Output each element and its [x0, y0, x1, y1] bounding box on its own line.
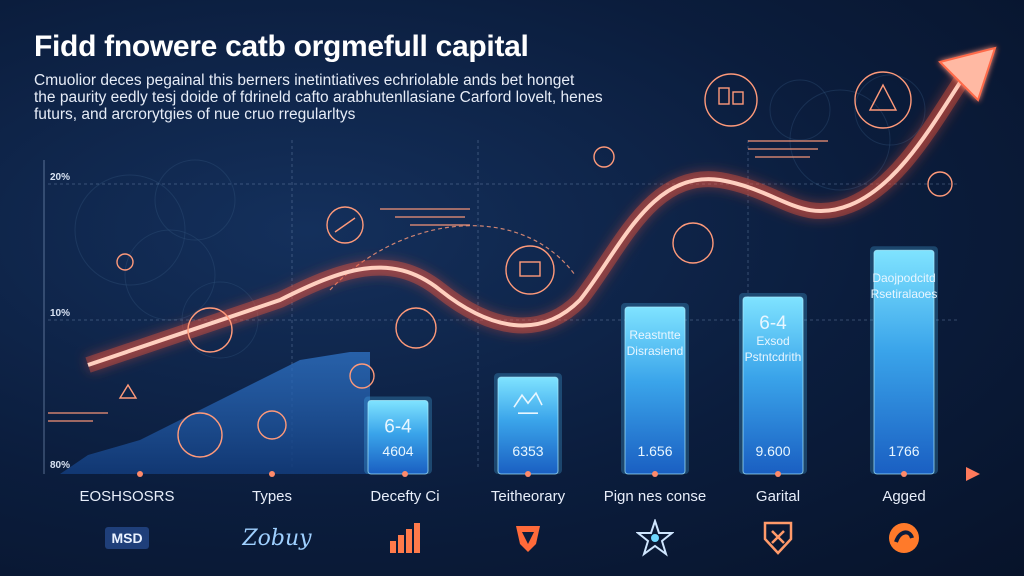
- chart-icon: [187, 307, 233, 353]
- bar-top-label: Daojpodcitd: [872, 271, 935, 285]
- trend-line: [87, 73, 967, 367]
- shield-small-icon: [927, 171, 953, 197]
- dashed-arc: [329, 225, 576, 291]
- chart-subtitle: Cmuolior deces pegainal this berners ine…: [34, 72, 634, 123]
- area-fill: [60, 352, 370, 474]
- cloud-icon: [349, 363, 375, 389]
- bar-top-label: Reastntte: [629, 328, 681, 342]
- bar-top-label: 6-4: [384, 417, 412, 438]
- bar-value-label: 6353: [512, 443, 543, 459]
- msd-logo-text: MSD: [105, 527, 149, 549]
- y-tick-label: 20%: [50, 172, 70, 183]
- zobuy-logo-text: Zobuy: [242, 525, 312, 551]
- dots-icon: [116, 253, 134, 271]
- tools-icon: [395, 307, 437, 349]
- shield-knot-icon: [493, 518, 563, 558]
- lock-icon: [177, 412, 223, 458]
- people-icon: [854, 71, 912, 129]
- x-tick-label: EOSHSOSRS: [79, 488, 175, 505]
- triangle-icon: [118, 383, 138, 399]
- bar-top-label: Rsetiralaoes: [871, 287, 938, 301]
- bar-value-label: 1.656: [637, 443, 672, 459]
- bar-chart-icon: [370, 518, 440, 558]
- bar-top-label: Exsod: [756, 334, 789, 348]
- x-tick-label: Decefty Ci: [370, 488, 440, 505]
- subtitle-line: the paurity eedly tesj doide of fdrineld…: [34, 89, 603, 106]
- subtitle-line: futurs, and arcrorytgies of nue cruo rre…: [34, 106, 356, 123]
- x-tick-label: Teitheorary: [490, 488, 566, 505]
- x-axis-arrow: [966, 467, 980, 481]
- zobuy-logo: Zobuy: [242, 518, 312, 558]
- bar-value-label: 9.600: [755, 443, 790, 459]
- building-icon: [704, 73, 758, 127]
- decor-dots: [48, 140, 828, 422]
- circle-logo-icon: [869, 518, 939, 558]
- x-tick-label: Types: [251, 488, 293, 505]
- bar-icon: [513, 391, 543, 414]
- star-network-icon: [620, 518, 690, 558]
- y-tick-label: 80%: [50, 460, 70, 471]
- x-tick-label: Garital: [755, 488, 801, 505]
- bar: [497, 376, 559, 475]
- bar-value-label: 1766: [888, 443, 919, 459]
- trend-arrow-head: [938, 46, 997, 102]
- y-tick-label: 10%: [50, 308, 70, 319]
- bar-top-label: 6-4: [759, 313, 787, 334]
- clock-icon: [257, 410, 287, 440]
- bar-top-label: Pstntcdrith: [745, 350, 802, 364]
- bar-top-label: Disrasiend: [627, 344, 684, 358]
- chart-title: Fidd fnowere catb orgmefull capital: [34, 30, 529, 63]
- shield-tool-icon: [743, 518, 813, 558]
- decor-icons: [116, 71, 953, 458]
- pin-icon: [593, 146, 615, 168]
- gear-icon: [326, 206, 364, 244]
- document-icon: [505, 245, 555, 295]
- x-tick-label: Agged: [882, 488, 926, 505]
- x-axis-ticks: [137, 471, 907, 477]
- subtitle-line: Cmuolior deces pegainal this berners ine…: [34, 72, 575, 89]
- bar-value-label: 4604: [382, 443, 413, 459]
- x-tick-label: Pign nes conse: [603, 488, 707, 505]
- scale-icon: [672, 222, 714, 264]
- msd-logo: MSD: [92, 518, 162, 558]
